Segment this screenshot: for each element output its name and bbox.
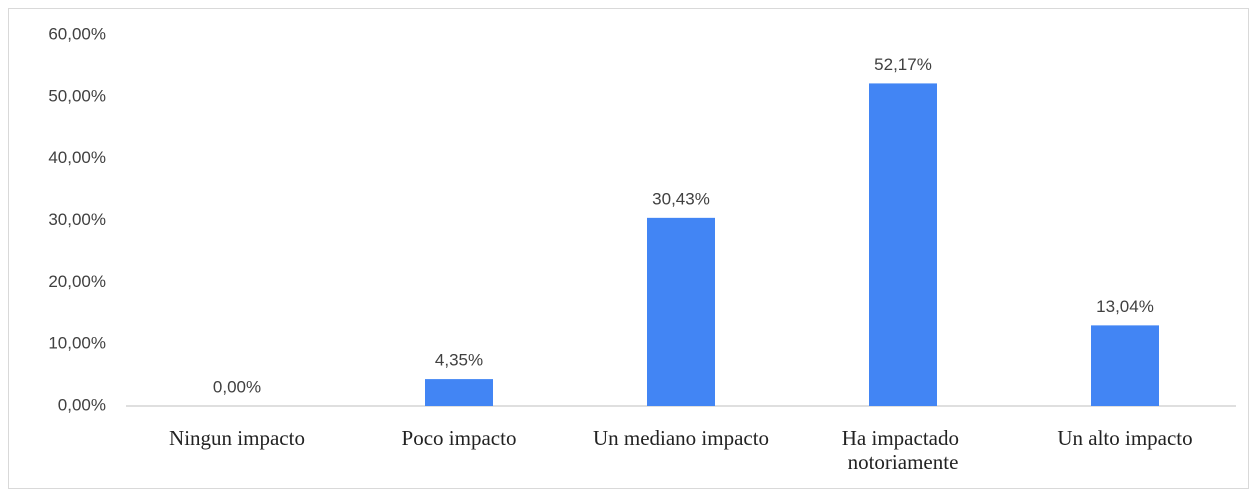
data-label: 30,43%: [652, 189, 710, 208]
x-tick-label: Ha impactado notoriamente: [842, 426, 964, 474]
y-tick-label: 50,00%: [48, 86, 106, 105]
bar: [647, 217, 715, 406]
x-tick-label: Un alto impacto: [1057, 426, 1192, 450]
data-label: 52,17%: [874, 55, 932, 74]
data-label: 4,35%: [435, 351, 483, 370]
x-tick-label: Poco impacto: [402, 426, 517, 450]
y-tick-label: 30,00%: [48, 210, 106, 229]
bar: [1091, 325, 1159, 406]
data-label: 13,04%: [1096, 297, 1154, 316]
bar: [425, 379, 493, 406]
y-tick-label: 40,00%: [48, 148, 106, 167]
y-tick-label: 60,00%: [48, 24, 106, 43]
bar: [869, 83, 937, 406]
y-tick-label: 0,00%: [58, 395, 106, 414]
data-label: 0,00%: [213, 377, 261, 396]
y-tick-label: 20,00%: [48, 272, 106, 291]
x-tick-label: Ningun impacto: [169, 426, 305, 450]
y-tick-label: 10,00%: [48, 334, 106, 353]
x-tick-label: Un mediano impacto: [593, 426, 769, 450]
chart-frame: [8, 8, 1249, 489]
